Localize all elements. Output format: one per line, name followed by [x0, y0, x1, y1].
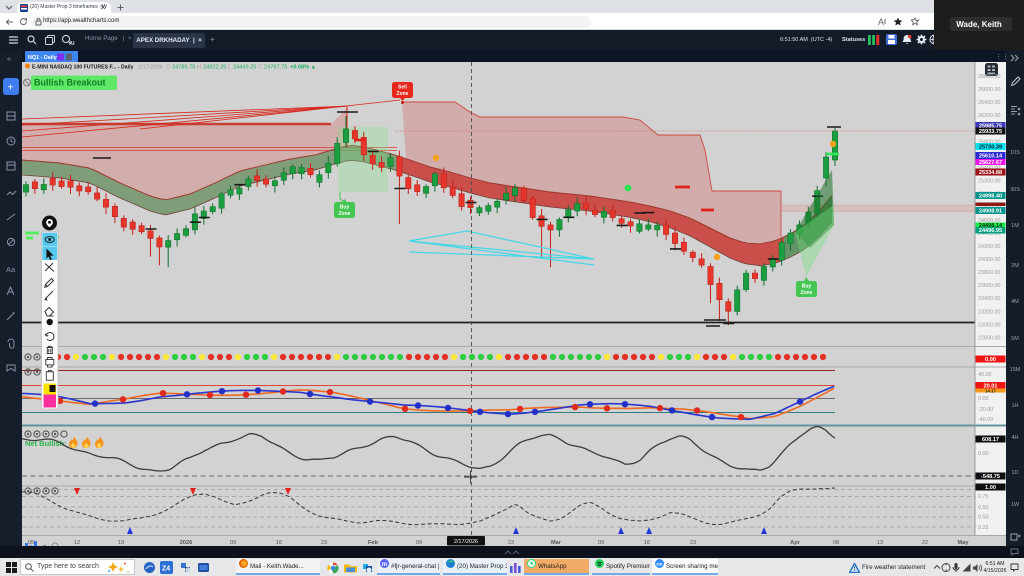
svg-text:24922.25: 24922.25 [203, 64, 226, 70]
svg-text:23400.00: 23400.00 [978, 296, 1000, 302]
svg-text:⋮⋮: ⋮⋮ [995, 54, 1006, 61]
svg-text:May: May [958, 540, 970, 546]
svg-text:19: 19 [118, 540, 124, 546]
svg-text:24908.91: 24908.91 [979, 209, 1002, 215]
svg-text:26400.00: 26400.00 [978, 100, 1000, 106]
svg-text:23: 23 [690, 540, 696, 546]
svg-text:Zone: Zone [339, 211, 351, 217]
svg-text:-548.75: -548.75 [981, 474, 1000, 480]
svg-text:24496.95: 24496.95 [979, 228, 1002, 234]
svg-text:«: « [7, 56, 11, 63]
svg-text:26600.00: 26600.00 [978, 87, 1000, 93]
svg-text:1.00: 1.00 [985, 485, 996, 491]
svg-text:24400.00: 24400.00 [978, 231, 1000, 237]
svg-text:25933.75: 25933.75 [979, 129, 1002, 135]
svg-text:2/17/2026: 2/17/2026 [138, 64, 163, 70]
svg-text:25800.00: 25800.00 [978, 139, 1000, 145]
svg-text:0.00: 0.00 [978, 451, 989, 457]
svg-text:O: O [166, 64, 171, 70]
svg-text:NQ1 - Daily: NQ1 - Daily [28, 55, 57, 61]
svg-text:25610.14: 25610.14 [979, 154, 1003, 160]
svg-text:23600.00: 23600.00 [978, 283, 1000, 289]
svg-text:0.50: 0.50 [978, 515, 989, 521]
svg-text:23200.00: 23200.00 [978, 309, 1000, 315]
svg-text:Z4: Z4 [162, 565, 170, 572]
svg-text:Sell: Sell [398, 85, 408, 91]
svg-text:Aa: Aa [6, 265, 16, 274]
svg-text:+: + [8, 83, 14, 94]
svg-text:25627.67: 25627.67 [979, 160, 1002, 166]
svg-text:0.00: 0.00 [985, 357, 996, 363]
svg-text:+0.08% ▲: +0.08% ▲ [290, 64, 316, 70]
svg-text:L: L [228, 64, 231, 70]
svg-text:09: 09 [230, 540, 236, 546]
svg-text:Apr: Apr [790, 540, 800, 546]
svg-text:24200.00: 24200.00 [978, 244, 1000, 250]
svg-text:A: A [878, 17, 884, 26]
svg-text:08: 08 [833, 540, 839, 546]
svg-text:25985.75: 25985.75 [979, 124, 1002, 130]
svg-text:09: 09 [416, 540, 422, 546]
svg-text:26800.00: 26800.00 [978, 74, 1000, 80]
svg-text:25730.39: 25730.39 [979, 145, 1002, 151]
svg-text:23800.00: 23800.00 [978, 270, 1000, 276]
svg-text:0.75: 0.75 [978, 494, 989, 500]
svg-text:-20.00: -20.00 [978, 407, 993, 413]
svg-text:05: 05 [28, 540, 34, 546]
svg-text:23000.00: 23000.00 [978, 322, 1000, 328]
svg-text:2026: 2026 [180, 540, 192, 546]
svg-text:24498.14: 24498.14 [979, 223, 1003, 229]
svg-text:Bullish Breakout: Bullish Breakout [34, 78, 106, 88]
svg-text:23: 23 [321, 540, 327, 546]
svg-text:24449.25: 24449.25 [233, 64, 256, 70]
svg-text:2/17/2026: 2/17/2026 [454, 539, 478, 545]
svg-text:23: 23 [508, 540, 514, 546]
svg-text:12: 12 [74, 540, 80, 546]
svg-text:22: 22 [922, 540, 928, 546]
svg-text:AI: AI [69, 41, 75, 46]
svg-text:-40.00: -40.00 [978, 417, 993, 423]
svg-text:608.17: 608.17 [982, 437, 999, 443]
svg-text:14.17: 14.17 [985, 389, 997, 394]
svg-text:H: H [197, 64, 201, 70]
svg-text:Feb: Feb [368, 540, 379, 546]
svg-text:C: C [258, 64, 262, 70]
svg-text:0.25: 0.25 [978, 525, 989, 531]
svg-text:E-MINI NASDAQ 100 FUTURES F...: E-MINI NASDAQ 100 FUTURES F... - Daily [32, 64, 134, 70]
svg-text:Buy: Buy [802, 284, 812, 290]
svg-text:25334.88: 25334.88 [979, 170, 1002, 176]
svg-text:24600.00: 24600.00 [978, 218, 1000, 224]
svg-text:zm: zm [656, 561, 662, 566]
svg-text:24767.75: 24767.75 [264, 64, 287, 70]
svg-text:Zone: Zone [801, 290, 813, 296]
svg-text:26200.00: 26200.00 [978, 113, 1000, 119]
svg-text:m: m [382, 562, 387, 568]
svg-text:22800.00: 22800.00 [978, 336, 1000, 342]
svg-text:25200.00: 25200.00 [978, 179, 1000, 185]
svg-text:24998.40: 24998.40 [979, 194, 1002, 200]
svg-text:Buy: Buy [340, 205, 350, 211]
svg-text:Zone: Zone [397, 91, 409, 97]
svg-text:Net Bullish:: Net Bullish: [25, 439, 67, 448]
svg-text:40.00: 40.00 [978, 372, 992, 378]
svg-text:09: 09 [598, 540, 604, 546]
svg-text:16: 16 [276, 540, 282, 546]
svg-text:Mar: Mar [551, 540, 562, 546]
svg-text:16: 16 [644, 540, 650, 546]
svg-text:0.50: 0.50 [978, 505, 989, 511]
svg-text:24789.75: 24789.75 [172, 64, 195, 70]
svg-text:0.00: 0.00 [978, 396, 989, 402]
svg-text:24000.00: 24000.00 [978, 257, 1000, 263]
svg-text:20.01: 20.01 [984, 384, 998, 390]
svg-text:13: 13 [877, 540, 883, 546]
